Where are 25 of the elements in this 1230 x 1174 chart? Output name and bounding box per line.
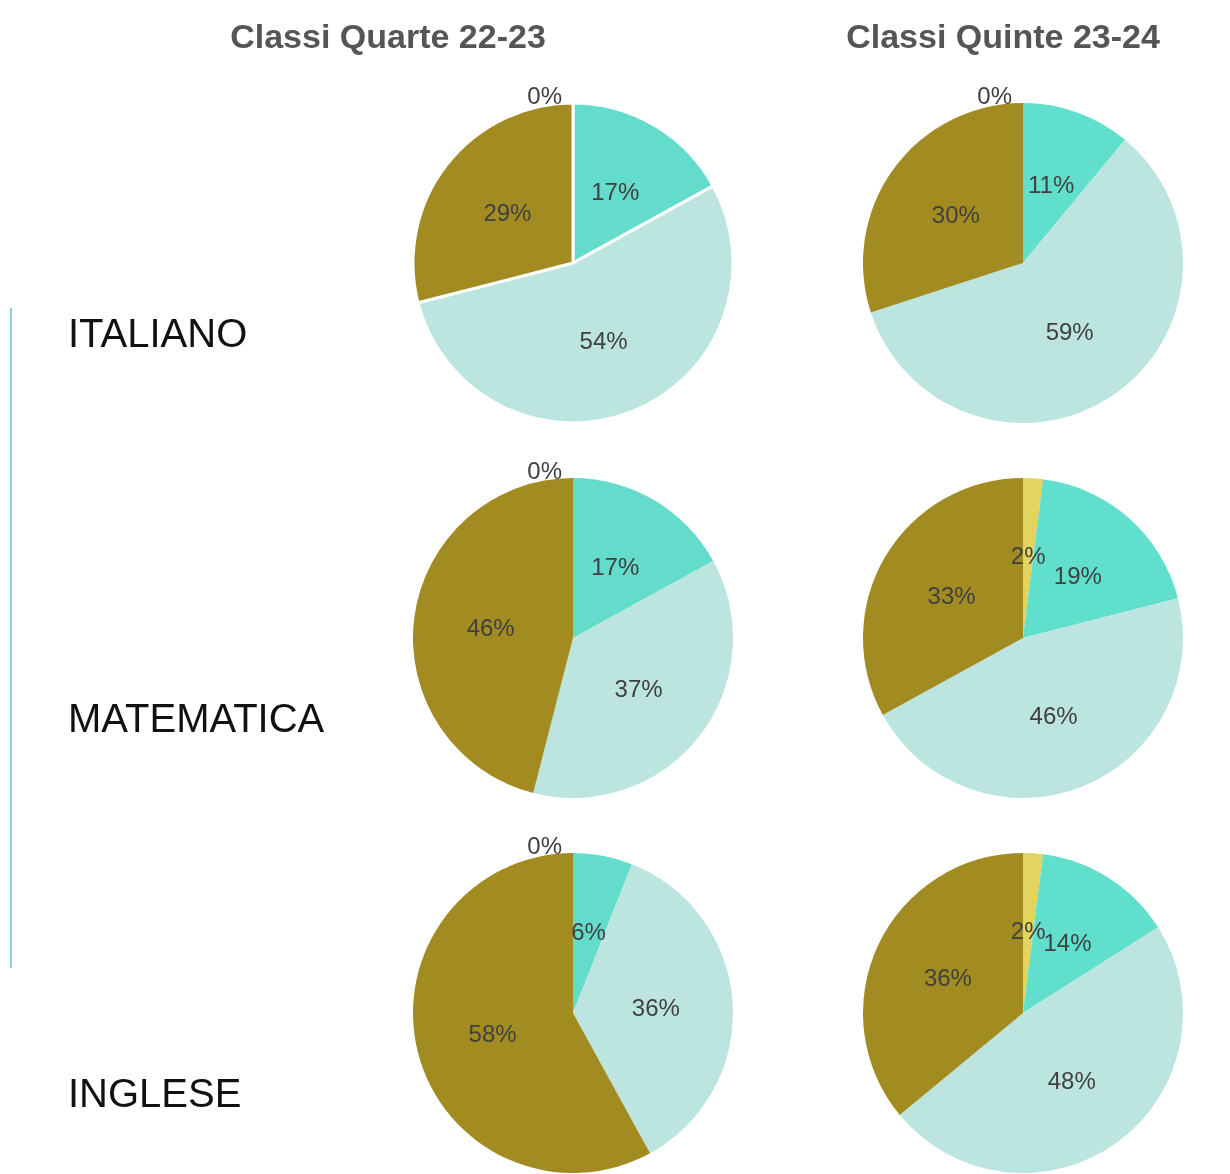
data-label: 11% <box>1027 171 1075 199</box>
data-label: 36% <box>923 964 972 992</box>
text: 0% <box>527 831 562 859</box>
data-label: 33% <box>927 582 976 610</box>
data-label: 17% <box>591 553 640 581</box>
text: 0% <box>527 456 562 484</box>
text: MATEMATICA <box>68 696 325 740</box>
data-label: 48% <box>1047 1066 1096 1094</box>
chart-title: Classi Quinte 23-24 <box>846 17 1160 55</box>
data-label: 30% <box>931 200 980 228</box>
data-label: 59% <box>1045 318 1094 346</box>
data-label: 19% <box>1053 562 1102 590</box>
text: 0% <box>977 81 1012 109</box>
data-label: 37% <box>614 675 663 703</box>
data-label: 58% <box>468 1020 517 1048</box>
data-label: 46% <box>466 614 515 642</box>
text: 0% <box>527 81 562 109</box>
data-label: 36% <box>631 994 680 1022</box>
chart-title: Classi Quarte 22-23 <box>230 17 546 55</box>
data-label: 46% <box>1029 701 1078 729</box>
text: INGLESE <box>68 1071 242 1115</box>
text: ITALIANO <box>68 311 248 355</box>
data-label: 54% <box>579 326 628 354</box>
data-label: 17% <box>591 178 640 206</box>
data-label: 29% <box>483 198 532 226</box>
